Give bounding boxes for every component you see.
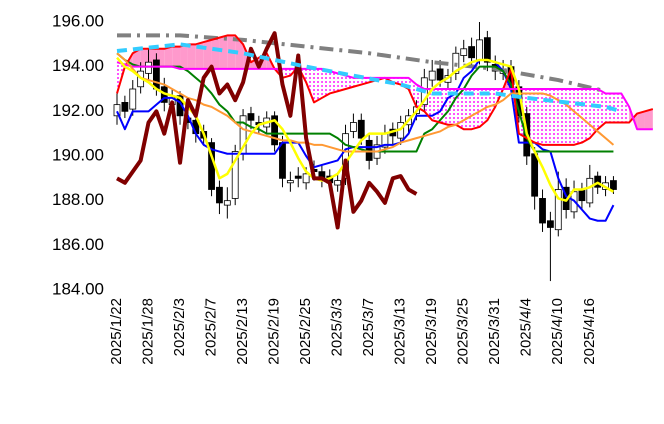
cloud <box>219 35 228 69</box>
x-tick-label: 2025/4/4 <box>518 298 535 356</box>
cloud <box>211 37 220 69</box>
candle-body <box>279 142 286 179</box>
cloud <box>408 77 417 107</box>
y-tick-label: 196.00 <box>52 11 104 30</box>
candle-body <box>483 37 491 63</box>
x-tick-label: 2025/3/31 <box>486 298 503 365</box>
cloud <box>487 89 496 121</box>
candle-body <box>231 151 239 199</box>
x-tick-label: 2025/1/22 <box>108 298 125 365</box>
candle-body <box>271 115 279 146</box>
cloud <box>187 44 196 69</box>
candle-body <box>129 88 137 110</box>
cloud <box>361 77 370 85</box>
cloud <box>542 89 551 145</box>
candle-body <box>428 70 436 81</box>
line <box>116 42 622 114</box>
candle-body <box>349 122 357 132</box>
cloud <box>644 109 653 130</box>
candle-body <box>286 180 294 184</box>
cloud <box>613 93 622 123</box>
cloud <box>471 89 480 130</box>
x-tick-label: 2025/2/19 <box>266 298 283 365</box>
y-tick-label: 192.00 <box>52 101 104 120</box>
cloud <box>164 46 173 67</box>
x-tick-label: 2025/2/13 <box>234 298 251 365</box>
x-tick-label: 2025/3/19 <box>423 298 440 365</box>
cloud <box>180 44 188 69</box>
x-tick-label: 2025/2/7 <box>203 298 220 356</box>
candle-body <box>247 113 255 121</box>
y-tick-label: 186.00 <box>52 235 104 254</box>
x-tick-label: 2025/2/3 <box>171 298 188 356</box>
candle-body <box>294 175 302 179</box>
candle-body <box>460 48 468 56</box>
cloud <box>329 71 338 94</box>
cloud <box>235 35 244 69</box>
cloud <box>345 75 354 89</box>
candle-body <box>121 102 129 112</box>
cloud <box>637 111 645 130</box>
cloud <box>172 46 181 69</box>
y-tick-label: 184.00 <box>52 279 104 298</box>
cloud <box>621 93 630 123</box>
x-tick-label: 2025/1/28 <box>139 298 156 365</box>
candle-body <box>152 59 160 90</box>
candle-body <box>610 180 617 190</box>
cloud <box>597 89 606 130</box>
cloud <box>550 89 559 145</box>
candle-body <box>113 104 121 117</box>
candle-body <box>578 189 586 202</box>
candle-body <box>342 133 349 179</box>
x-tick-label: 2025/3/13 <box>392 298 409 365</box>
cloud <box>306 68 314 103</box>
candle-body <box>436 68 444 81</box>
cloud <box>337 73 346 92</box>
line <box>116 61 653 131</box>
candle-body <box>145 61 152 74</box>
cloud <box>566 89 575 145</box>
candle-body <box>476 39 483 61</box>
candle-body <box>547 220 554 228</box>
cloud <box>203 39 212 69</box>
cloud <box>558 89 567 145</box>
line <box>116 56 615 202</box>
x-tick-label: 2025/3/7 <box>360 298 377 356</box>
cloud <box>321 68 330 98</box>
candle-body <box>357 119 365 139</box>
y-tick-label: 194.00 <box>52 56 104 75</box>
x-tick-label: 2025/3/25 <box>455 298 472 365</box>
y-tick-label: 188.00 <box>52 190 104 209</box>
candle-body <box>468 46 476 59</box>
y-tick-label: 190.00 <box>52 145 104 164</box>
candle-body <box>302 173 310 184</box>
cloud <box>392 77 401 85</box>
x-tick-label: 2025/3/3 <box>329 298 346 356</box>
cloud <box>581 89 590 143</box>
cloud <box>314 68 322 103</box>
candle-body <box>554 189 562 231</box>
candle-body <box>539 198 546 224</box>
candle-body <box>223 200 231 206</box>
cloud <box>440 89 448 125</box>
candle-body <box>334 180 342 186</box>
x-tick-label: 2025/2/25 <box>297 298 314 365</box>
cloud <box>455 89 464 130</box>
line <box>116 31 418 230</box>
candle-body <box>216 186 223 204</box>
candle-body <box>531 153 539 197</box>
cloud <box>534 89 543 145</box>
x-tick-label: 2025/4/16 <box>581 298 598 365</box>
x-tick-label: 2025/4/10 <box>549 298 566 365</box>
line <box>117 33 607 94</box>
candle-body <box>586 177 594 204</box>
